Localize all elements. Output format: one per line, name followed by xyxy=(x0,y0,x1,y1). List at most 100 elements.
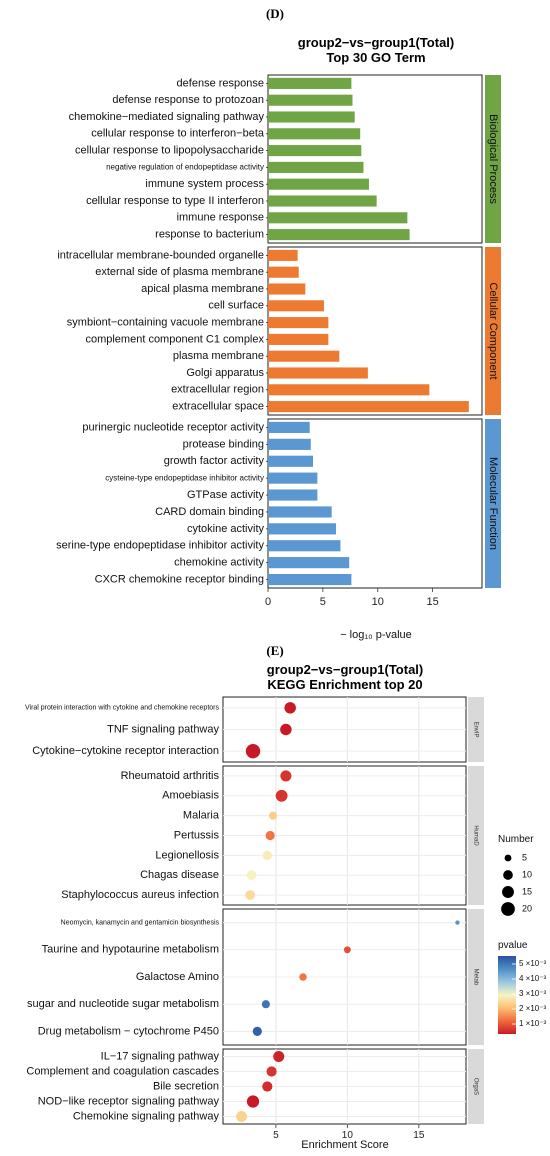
kegg-point xyxy=(343,946,351,954)
go-term-label: cell surface xyxy=(208,300,264,312)
size-legend-dot xyxy=(504,854,512,862)
go-facet-label: Biological Process xyxy=(487,114,499,204)
panel-label-d: (D) xyxy=(266,6,284,21)
size-legend-label: 20 xyxy=(522,903,532,913)
go-term-label: purinergic nucleotide receptor activity xyxy=(82,421,264,433)
go-term-label: cellular response to type II interferon xyxy=(86,195,264,207)
kegg-term-label: Bile secretion xyxy=(153,1080,219,1092)
go-facet-frame-3 xyxy=(267,418,483,589)
kegg-x-tick-label: 5 xyxy=(273,1130,279,1141)
go-bar xyxy=(268,212,408,224)
go-term-label: CXCR chemokine receptor binding xyxy=(95,573,264,585)
kegg-facet-label: HumaD xyxy=(472,825,478,846)
go-term-label: response to bacterium xyxy=(155,229,264,241)
go-bar xyxy=(268,506,332,518)
go-bar xyxy=(268,421,310,434)
kegg-point xyxy=(236,1110,248,1123)
kegg-plot-body: EnvIP Viral protein interaction with cyto… xyxy=(25,696,484,1141)
go-term-label: CARD domain binding xyxy=(155,506,264,518)
color-legend-label: 3 ×10⁻³ xyxy=(519,989,546,998)
kegg-dot-chart: (E) group2−vs−group1(Total) KEGG Enrichm… xyxy=(25,643,546,1151)
kegg-term-label: Legionellosis xyxy=(155,849,219,861)
go-bar xyxy=(268,111,355,123)
go-term-label: protease binding xyxy=(183,438,264,450)
kegg-point xyxy=(273,1050,285,1063)
kegg-term-label: TNF signaling pathway xyxy=(107,723,219,735)
kegg-point xyxy=(245,743,261,759)
go-bar xyxy=(268,438,311,450)
kegg-term-label: Drug metabolism − cytochrome P450 xyxy=(38,1025,219,1037)
kegg-term-label: Galactose Amino xyxy=(136,971,219,983)
kegg-point xyxy=(268,811,278,820)
go-bar xyxy=(268,401,469,413)
go-bar xyxy=(268,523,337,535)
go-term-label: chemokine−mediated signaling pathway xyxy=(69,111,265,123)
go-x-tick-label: 0 xyxy=(265,596,271,608)
kegg-term-label: NOD−like receptor signaling pathway xyxy=(38,1095,220,1107)
go-facet-strip-3 xyxy=(485,419,501,588)
color-legend-label: 4 ×10⁻³ xyxy=(519,974,546,983)
kegg-point xyxy=(266,1066,277,1077)
go-facet-strip-1 xyxy=(485,75,501,243)
size-legend-dot xyxy=(503,870,513,880)
kegg-term-label: Amoebiasis xyxy=(162,790,219,802)
go-bar xyxy=(268,350,340,362)
kegg-x-axis-title: Enrichment Score xyxy=(301,1139,388,1151)
kegg-point xyxy=(246,1095,260,1108)
go-bar xyxy=(268,266,299,278)
go-bar xyxy=(268,557,350,569)
go-chart-subtitle: Top 30 GO Term xyxy=(326,50,425,65)
go-plot-body: Biological Process defense response defens… xyxy=(56,74,501,608)
kegg-term-label: Pertussis xyxy=(174,829,220,841)
size-legend-dot xyxy=(502,886,514,898)
go-bar xyxy=(268,455,313,467)
go-term-label: complement component C1 complex xyxy=(85,333,264,345)
go-bar xyxy=(268,283,306,295)
kegg-point xyxy=(252,1026,262,1037)
color-legend: pvalue 5 ×10⁻³ 4 ×10⁻³ 3 ×10⁻³ 2 ×10⁻³ 1 ×10… xyxy=(498,940,546,1034)
go-bar-chart: (D) group2−vs−group1(Total) Top 30 GO Te… xyxy=(56,6,501,641)
size-legend-label: 5 xyxy=(522,852,527,862)
kegg-term-label: Taurine and hypotaurine metabolism xyxy=(42,944,219,956)
kegg-point xyxy=(299,973,307,981)
panel-label-e: (E) xyxy=(266,643,283,658)
kegg-term-label: Chemokine signaling pathway xyxy=(73,1110,220,1122)
go-term-label: defense response xyxy=(177,77,264,89)
kegg-point xyxy=(280,723,292,736)
go-bar xyxy=(268,489,318,501)
kegg-facet-strip-1 xyxy=(468,697,484,762)
size-legend-title: Number xyxy=(498,834,534,845)
go-bar xyxy=(268,300,324,312)
size-legend-label: 15 xyxy=(522,886,532,896)
go-term-label: growth factor activity xyxy=(164,455,265,467)
go-bar xyxy=(268,161,364,173)
kegg-facet-label: OrgaS xyxy=(472,1078,478,1095)
kegg-x-tick-label: 10 xyxy=(342,1130,354,1141)
kegg-point xyxy=(284,702,296,714)
go-x-tick-label: 10 xyxy=(372,596,384,608)
kegg-point xyxy=(455,920,460,925)
go-bar xyxy=(268,333,329,345)
kegg-point xyxy=(261,1000,270,1009)
kegg-term-label: Complement and coagulation cascades xyxy=(26,1065,219,1077)
color-legend-label: 2 ×10⁻³ xyxy=(519,1004,546,1013)
go-x-axis-title: − log₁₀ p-value xyxy=(340,629,412,641)
go-term-label: negative regulation of endopeptidase act… xyxy=(106,163,264,172)
go-x-tick-label: 5 xyxy=(320,596,326,608)
kegg-term-label: IL−17 signaling pathway xyxy=(101,1050,220,1062)
go-term-label: external side of plasma membrane xyxy=(95,266,264,278)
go-bar xyxy=(268,317,329,329)
kegg-chart-subtitle: KEGG Enrichment top 20 xyxy=(267,677,422,692)
go-bar xyxy=(268,384,430,396)
go-bar xyxy=(268,128,361,140)
kegg-term-label: Malaria xyxy=(183,810,220,822)
go-term-label: cellular response to lipopolysaccharide xyxy=(75,145,264,157)
kegg-facet-strip-4 xyxy=(468,1049,484,1124)
go-term-label: Golgi apparatus xyxy=(186,367,264,379)
kegg-facet-strip-3 xyxy=(468,909,484,1045)
kegg-point xyxy=(262,850,272,860)
go-term-label: apical plasma membrane xyxy=(141,283,264,295)
go-term-label: GTPase activity xyxy=(187,489,265,501)
go-bar xyxy=(268,94,353,106)
